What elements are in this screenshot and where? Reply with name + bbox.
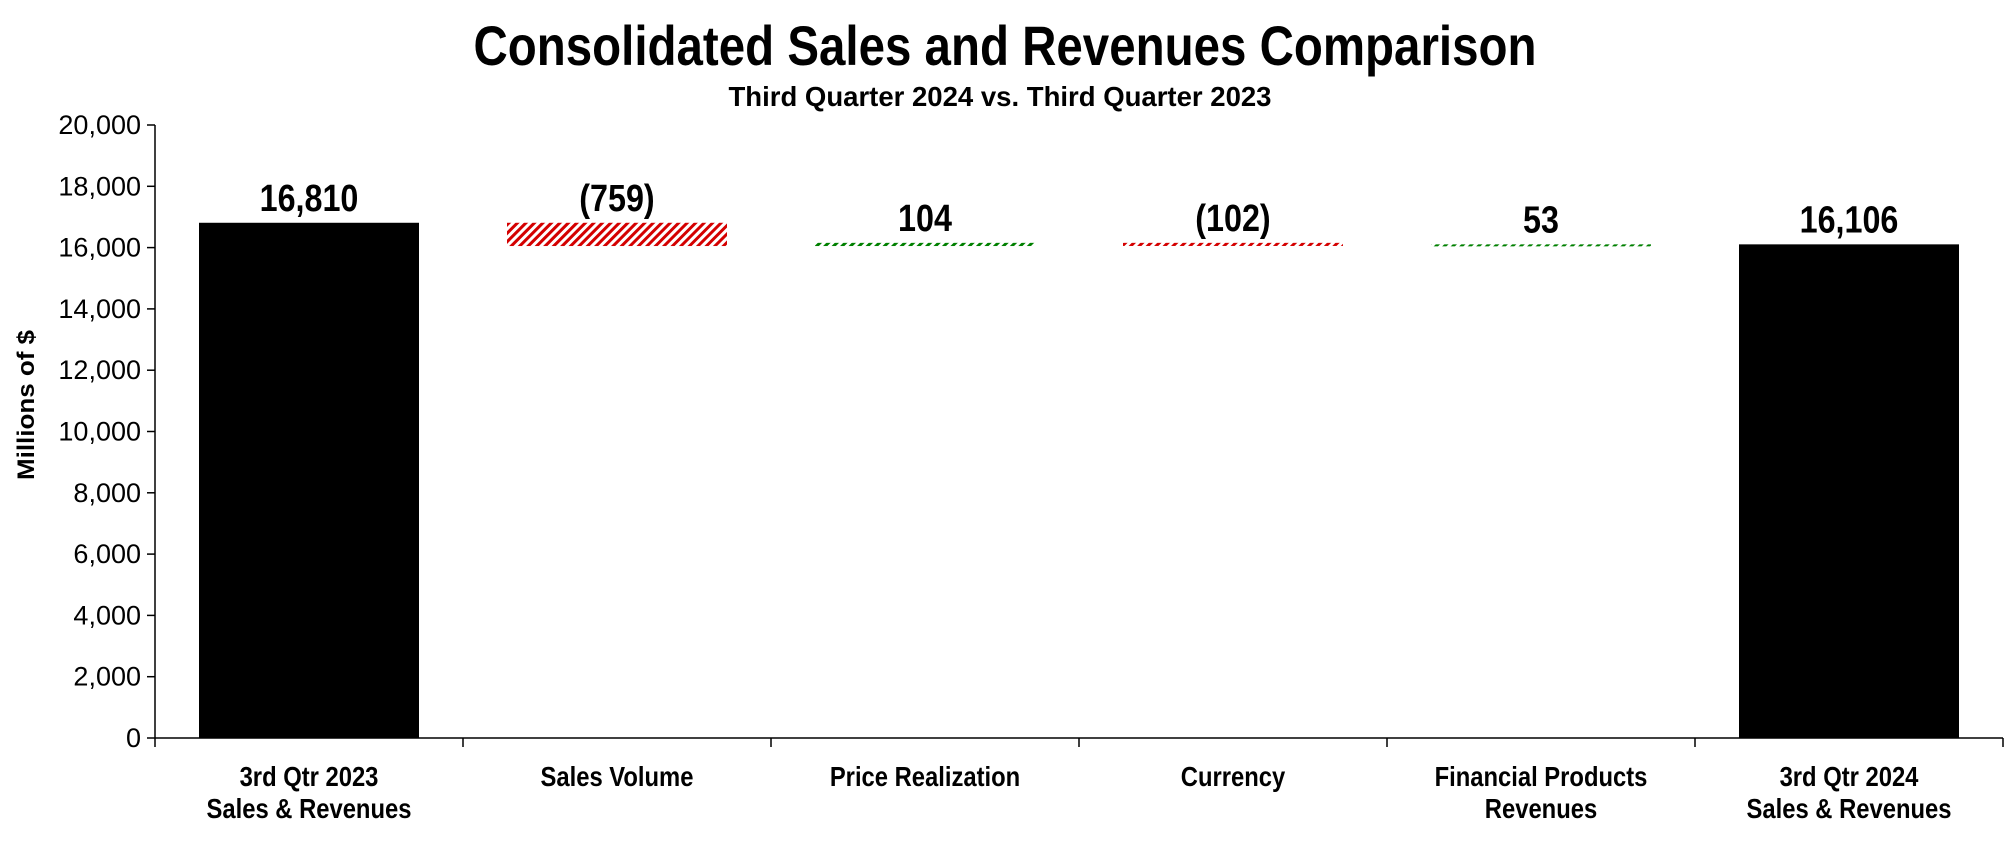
y-tick-label: 10,000 bbox=[58, 417, 141, 447]
y-axis-title: Millions of $ bbox=[13, 329, 40, 480]
y-tick-label: 18,000 bbox=[58, 171, 141, 201]
bar-increase bbox=[815, 242, 1035, 247]
y-tick-label: 4,000 bbox=[73, 600, 141, 630]
bars bbox=[199, 222, 1959, 738]
y-tick-label: 6,000 bbox=[73, 539, 141, 569]
category-label: Price Realization bbox=[830, 760, 1020, 792]
data-label: 16,810 bbox=[260, 177, 359, 219]
y-tick-label: 14,000 bbox=[58, 294, 141, 324]
bar-decrease bbox=[1123, 242, 1343, 246]
bar-decrease bbox=[507, 222, 727, 247]
data-label: (759) bbox=[579, 177, 654, 219]
category-label: Sales Volume bbox=[541, 760, 694, 792]
y-tick-label: 8,000 bbox=[73, 478, 141, 508]
bar-total bbox=[1739, 244, 1959, 738]
y-tick-label: 12,000 bbox=[58, 355, 141, 385]
bar-total bbox=[199, 222, 419, 738]
category-label: 3rd Qtr 2024 bbox=[1780, 760, 1919, 792]
y-tick-label: 2,000 bbox=[73, 662, 141, 692]
chart-subtitle: Third Quarter 2024 vs. Third Quarter 202… bbox=[729, 81, 1272, 112]
data-label: (102) bbox=[1195, 197, 1270, 239]
category-label: 3rd Qtr 2023 bbox=[240, 760, 379, 792]
bar-increase bbox=[1431, 244, 1651, 247]
axes: 0 2,000 4,000 6,000 8,000 10,000 12,000 14,000 1… bbox=[58, 110, 2004, 753]
category-label: Financial Products bbox=[1435, 760, 1648, 792]
category-label: Revenues bbox=[1485, 792, 1597, 824]
chart-title: Consolidated Sales and Revenues Comparis… bbox=[474, 14, 1537, 77]
y-tick-label: 0 bbox=[126, 723, 141, 753]
data-label: 53 bbox=[1523, 199, 1559, 241]
data-label: 104 bbox=[898, 197, 952, 239]
category-label: Currency bbox=[1181, 760, 1286, 792]
category-label: Sales & Revenues bbox=[1747, 792, 1952, 824]
y-tick-label: 20,000 bbox=[58, 110, 141, 140]
category-label: Sales & Revenues bbox=[207, 792, 412, 824]
y-tick-label: 16,000 bbox=[58, 233, 141, 263]
data-label: 16,106 bbox=[1800, 199, 1899, 241]
